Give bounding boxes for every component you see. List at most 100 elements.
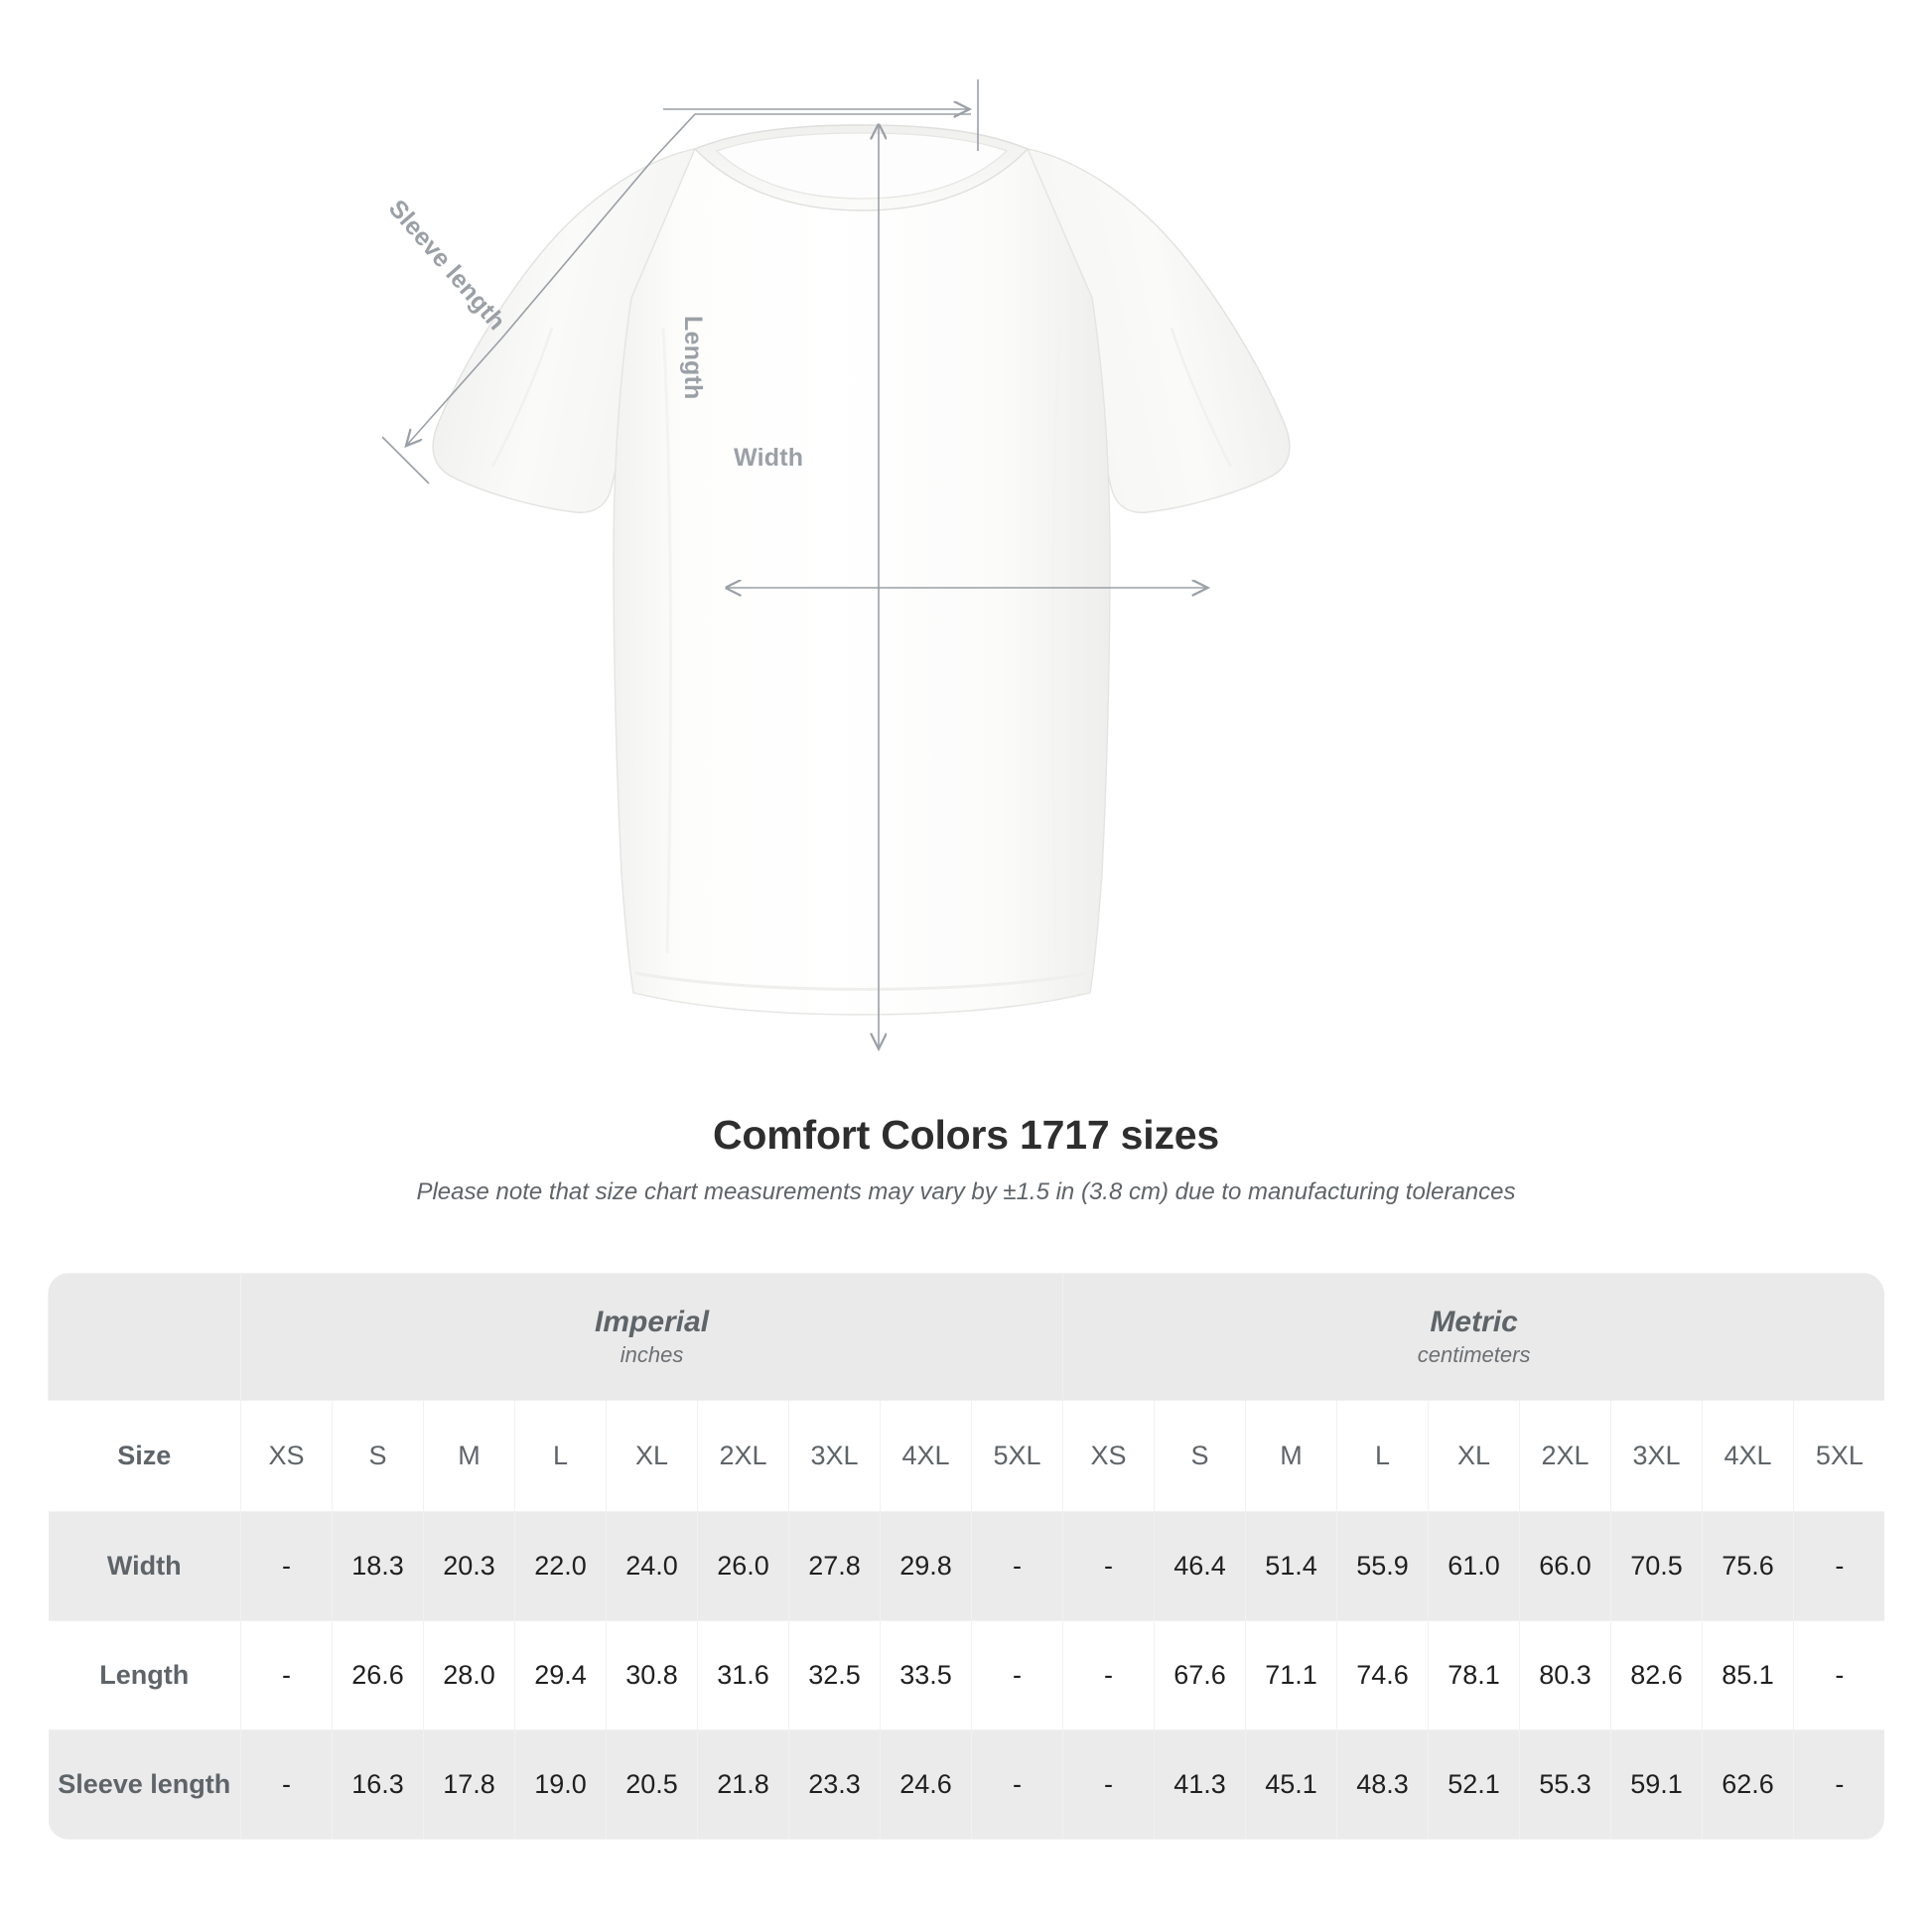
measurement-cell: 71.1 bbox=[1245, 1620, 1338, 1730]
table-row: Width -18.3 20.3 22.0 24.0 26.0 27.8 29.8- -46.4… bbox=[48, 1511, 1884, 1621]
measurement-cell: 51.4 bbox=[1245, 1511, 1338, 1621]
measurement-cell: 28.0 bbox=[423, 1620, 515, 1730]
measurement-cell: 27.8 bbox=[788, 1511, 881, 1621]
measurement-cell: 19.0 bbox=[514, 1729, 607, 1840]
tshirt-shape bbox=[432, 124, 1291, 1016]
measurement-label: Length bbox=[48, 1620, 241, 1730]
measurement-cell: 20.3 bbox=[423, 1511, 515, 1621]
size-header-cell: L bbox=[1336, 1400, 1430, 1512]
size-column-label: Size bbox=[48, 1400, 241, 1512]
size-header-cell: S bbox=[1154, 1400, 1247, 1512]
measurement-cell: 75.6 bbox=[1702, 1511, 1795, 1621]
size-header-cell: S bbox=[332, 1400, 424, 1512]
width-label: Width bbox=[734, 444, 804, 472]
size-header-cell: M bbox=[1245, 1400, 1338, 1512]
measurement-cell: - bbox=[1062, 1620, 1156, 1730]
size-header-cell: 2XL bbox=[1519, 1400, 1612, 1512]
unit-name: Metric bbox=[1430, 1305, 1518, 1338]
measurement-cell: - bbox=[1793, 1729, 1884, 1840]
size-header-cell: XL bbox=[606, 1400, 698, 1512]
size-header-cell: 3XL bbox=[1610, 1400, 1704, 1512]
size-header-cell: 5XL bbox=[1793, 1400, 1884, 1512]
table-row: Sleeve length -16.3 17.8 19.0 20.5 21.8 23.3 24… bbox=[48, 1729, 1884, 1840]
measurement-cell: 23.3 bbox=[788, 1729, 881, 1840]
measurement-cell: 24.0 bbox=[606, 1511, 698, 1621]
size-header-cell: 2XL bbox=[697, 1400, 789, 1512]
measurement-cell: - bbox=[1062, 1511, 1156, 1621]
table-row: Length -26.6 28.0 29.4 30.8 31.6 32.5 33.5- -67.… bbox=[48, 1620, 1884, 1730]
measurement-cell: 29.8 bbox=[880, 1511, 972, 1621]
sleeve-length-dimension bbox=[381, 113, 971, 484]
measurement-cell: 66.0 bbox=[1519, 1511, 1612, 1621]
measurement-cell: - bbox=[1793, 1511, 1884, 1621]
measurement-cell: 61.0 bbox=[1428, 1511, 1521, 1621]
unit-header-corner bbox=[48, 1273, 241, 1401]
measurement-cell: 55.9 bbox=[1336, 1511, 1430, 1621]
measurement-cell: 31.6 bbox=[697, 1620, 789, 1730]
measurement-cell: - bbox=[240, 1620, 333, 1730]
size-header-cell: 4XL bbox=[1702, 1400, 1795, 1512]
unit-header-imperial: Imperial inches bbox=[239, 1273, 1064, 1401]
measurement-cell: - bbox=[1062, 1729, 1156, 1840]
measurement-cell: - bbox=[970, 1729, 1064, 1840]
measurement-cell: - bbox=[240, 1511, 333, 1621]
size-header-cell: M bbox=[423, 1400, 515, 1512]
measurement-cell: 85.1 bbox=[1702, 1620, 1795, 1730]
tshirt-diagram: Sleeve length Length Width bbox=[381, 79, 1291, 1092]
tshirt-illustration bbox=[381, 79, 1291, 1092]
measurement-cell: - bbox=[1793, 1620, 1884, 1730]
size-header-cell: XS bbox=[1062, 1400, 1156, 1512]
measurement-cell: - bbox=[970, 1511, 1064, 1621]
size-header-cell: XS bbox=[240, 1400, 333, 1512]
measurement-cell: 48.3 bbox=[1336, 1729, 1430, 1840]
size-table: Imperial inches Metric centimeters Size XS S M L… bbox=[48, 1273, 1884, 1840]
measurement-cell: - bbox=[970, 1620, 1064, 1730]
measurement-cell: - bbox=[240, 1729, 333, 1840]
measurement-cell: 41.3 bbox=[1154, 1729, 1247, 1840]
size-header-cell: 3XL bbox=[788, 1400, 881, 1512]
measurement-cell: 21.8 bbox=[697, 1729, 789, 1840]
shoulder-reference-line bbox=[663, 79, 979, 151]
measurement-label: Width bbox=[48, 1511, 241, 1621]
measurement-cell: 80.3 bbox=[1519, 1620, 1612, 1730]
measurement-cell: 78.1 bbox=[1428, 1620, 1521, 1730]
measurement-label: Sleeve length bbox=[48, 1729, 241, 1840]
measurement-cell: 22.0 bbox=[514, 1511, 607, 1621]
measurement-cell: 46.4 bbox=[1154, 1511, 1247, 1621]
unit-subtitle: centimeters bbox=[1417, 1342, 1531, 1368]
measurement-cell: 74.6 bbox=[1336, 1620, 1430, 1730]
size-header-cell: L bbox=[514, 1400, 607, 1512]
measurement-cell: 45.1 bbox=[1245, 1729, 1338, 1840]
unit-name: Imperial bbox=[594, 1305, 710, 1338]
measurement-cell: 55.3 bbox=[1519, 1729, 1612, 1840]
measurement-cell: 24.6 bbox=[880, 1729, 972, 1840]
size-table-container: Imperial inches Metric centimeters Size XS S M L… bbox=[48, 1273, 1884, 1840]
size-header-row: Size XS S M L XL 2XL 3XL 4XL 5XL XS S M L XL 2XL 3XL 4XL 5… bbox=[48, 1400, 1884, 1512]
measurement-cell: 29.4 bbox=[514, 1620, 607, 1730]
measurement-cell: 16.3 bbox=[332, 1729, 424, 1840]
measurement-cell: 82.6 bbox=[1610, 1620, 1704, 1730]
measurement-cell: 62.6 bbox=[1702, 1729, 1795, 1840]
measurement-cell: 59.1 bbox=[1610, 1729, 1704, 1840]
chart-heading: Comfort Colors 1717 sizes Please note th… bbox=[0, 1112, 1932, 1206]
size-header-cell: 4XL bbox=[880, 1400, 972, 1512]
unit-header-metric: Metric centimeters bbox=[1062, 1273, 1884, 1401]
measurement-cell: 33.5 bbox=[880, 1620, 972, 1730]
page-title: Comfort Colors 1717 sizes bbox=[713, 1112, 1219, 1158]
unit-subtitle: inches bbox=[620, 1342, 684, 1368]
measurement-cell: 20.5 bbox=[606, 1729, 698, 1840]
length-label: Length bbox=[679, 316, 707, 400]
size-header-cell: 5XL bbox=[970, 1400, 1064, 1512]
measurement-cell: 26.0 bbox=[697, 1511, 789, 1621]
measurement-cell: 67.6 bbox=[1154, 1620, 1247, 1730]
measurement-cell: 32.5 bbox=[788, 1620, 881, 1730]
size-header-cell: XL bbox=[1428, 1400, 1521, 1512]
measurement-cell: 18.3 bbox=[332, 1511, 424, 1621]
measurement-cell: 52.1 bbox=[1428, 1729, 1521, 1840]
measurement-cell: 70.5 bbox=[1610, 1511, 1704, 1621]
measurement-cell: 17.8 bbox=[423, 1729, 515, 1840]
tolerance-note: Please note that size chart measurements… bbox=[416, 1178, 1516, 1205]
unit-header-row: Imperial inches Metric centimeters bbox=[48, 1273, 1884, 1401]
measurement-cell: 30.8 bbox=[606, 1620, 698, 1730]
